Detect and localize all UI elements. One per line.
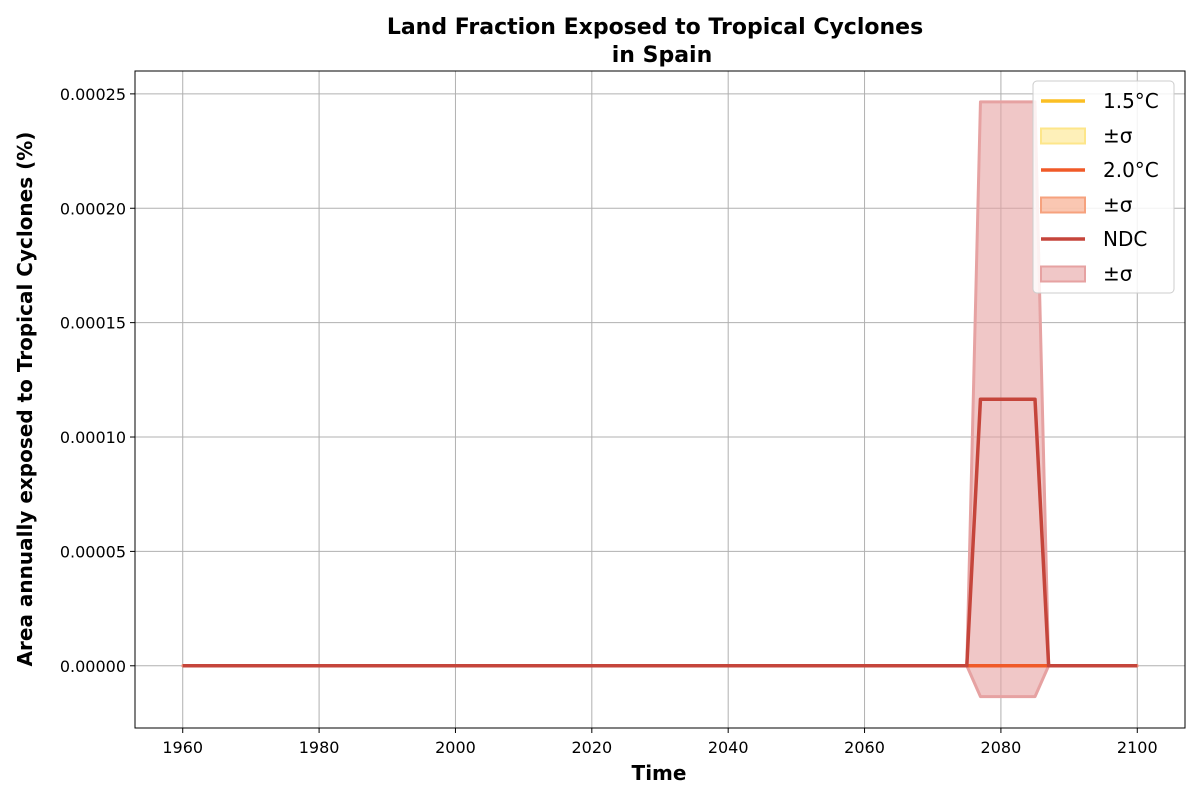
- x-tick-label: 2020: [571, 738, 612, 757]
- x-tick-label: 2060: [844, 738, 885, 757]
- legend-series-label: 2.0°C: [1103, 158, 1159, 182]
- legend-series-label: 1.5°C: [1103, 89, 1159, 113]
- y-tick-label: 0.00015: [60, 314, 126, 333]
- x-tick-label: 1960: [162, 738, 203, 757]
- y-axis: 0.00000 0.00005 0.00010 0.00015 0.00020 0.000…: [60, 85, 135, 676]
- legend: 1.5°C ±σ 2.0°C ±σ NDC ±σ: [1032, 80, 1175, 294]
- legend-band-swatch: [1040, 265, 1086, 283]
- plot-frame: [134, 70, 1186, 729]
- legend-band-label: ±σ: [1103, 262, 1133, 286]
- x-axis: 1960 1980 2000 2020 2040 2060 2080 2100: [162, 728, 1158, 757]
- y-tick-label: 0.00025: [60, 85, 126, 104]
- y-axis-label: Area annually exposed to Tropical Cyclon…: [13, 132, 37, 667]
- x-tick-label: 2000: [435, 738, 476, 757]
- y-tick-label: 0.00010: [60, 428, 126, 447]
- legend-band-label: ±σ: [1103, 193, 1133, 217]
- x-tick-label: 2040: [708, 738, 749, 757]
- series-lines: [182, 397, 1138, 668]
- x-tick-label: 2080: [981, 738, 1022, 757]
- x-axis-label: Time: [632, 761, 687, 785]
- chart-title: Land Fraction Exposed to Tropical Cyclon…: [387, 15, 923, 40]
- x-tick-label: 2100: [1117, 738, 1158, 757]
- legend-band-swatch: [1040, 127, 1086, 145]
- legend-series-label: NDC: [1103, 227, 1147, 251]
- x-tick-label: 1980: [299, 738, 340, 757]
- y-tick-label: 0.00020: [60, 199, 126, 218]
- chart-subtitle: in Spain: [612, 43, 713, 68]
- legend-band-swatch: [1040, 196, 1086, 214]
- legend-band-label: ±σ: [1103, 124, 1133, 148]
- y-tick-label: 0.00000: [60, 657, 126, 676]
- line-series-2: [182, 397, 1138, 668]
- y-tick-label: 0.00005: [60, 542, 126, 561]
